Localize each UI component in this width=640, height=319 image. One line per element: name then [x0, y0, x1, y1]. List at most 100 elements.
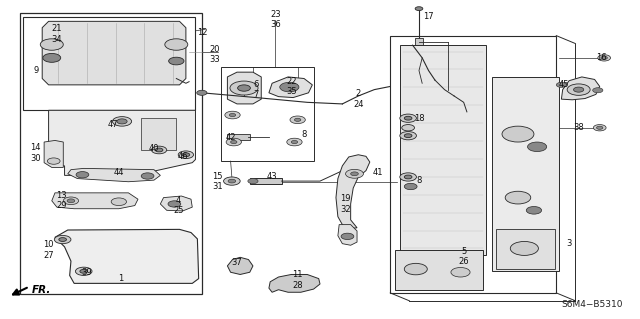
Polygon shape [42, 21, 186, 85]
Circle shape [225, 111, 240, 119]
Circle shape [400, 114, 417, 122]
Circle shape [402, 124, 415, 131]
Circle shape [237, 85, 250, 91]
Polygon shape [492, 77, 559, 271]
Text: 41: 41 [372, 168, 383, 177]
Circle shape [596, 126, 603, 129]
Text: 46: 46 [177, 152, 188, 161]
Circle shape [593, 124, 606, 131]
Circle shape [229, 114, 236, 117]
Circle shape [223, 177, 240, 185]
Circle shape [152, 146, 167, 154]
Text: 9: 9 [33, 66, 38, 75]
Circle shape [40, 39, 63, 50]
Ellipse shape [130, 254, 165, 278]
Polygon shape [161, 196, 192, 211]
Circle shape [169, 57, 184, 65]
Circle shape [280, 82, 299, 92]
Circle shape [404, 183, 417, 190]
Circle shape [351, 172, 358, 176]
Text: 38: 38 [573, 123, 584, 132]
Text: 19
32: 19 32 [340, 194, 351, 214]
Text: 16: 16 [596, 53, 606, 62]
Circle shape [43, 53, 61, 62]
Text: 39: 39 [81, 268, 92, 277]
Text: FR.: FR. [31, 286, 51, 295]
Circle shape [510, 241, 538, 256]
Polygon shape [400, 45, 486, 255]
Text: 14
30: 14 30 [31, 144, 41, 163]
Circle shape [404, 134, 412, 137]
Circle shape [593, 88, 603, 93]
Circle shape [573, 87, 584, 92]
Circle shape [567, 84, 590, 95]
Text: 13
29: 13 29 [56, 191, 67, 211]
Circle shape [47, 158, 60, 164]
Circle shape [400, 131, 417, 140]
Polygon shape [396, 250, 483, 290]
Circle shape [294, 118, 301, 122]
Circle shape [113, 117, 132, 126]
Circle shape [451, 268, 470, 277]
Text: 43: 43 [267, 173, 277, 182]
Circle shape [76, 172, 89, 178]
Text: 23
36: 23 36 [270, 10, 281, 29]
Circle shape [168, 201, 180, 207]
Text: 5
26: 5 26 [458, 247, 469, 266]
Polygon shape [68, 168, 161, 182]
Circle shape [67, 199, 75, 203]
Circle shape [178, 151, 193, 159]
Polygon shape [227, 134, 250, 140]
Circle shape [404, 116, 412, 120]
Polygon shape [336, 155, 370, 229]
Text: 44: 44 [113, 168, 124, 177]
Polygon shape [227, 72, 261, 104]
Circle shape [527, 142, 547, 152]
Circle shape [80, 269, 88, 273]
Text: 42: 42 [225, 133, 236, 142]
Circle shape [165, 39, 188, 50]
Circle shape [156, 148, 163, 152]
Polygon shape [269, 274, 320, 292]
Circle shape [400, 173, 417, 181]
Text: 22
35: 22 35 [286, 77, 296, 96]
Circle shape [230, 81, 258, 95]
Text: 4
25: 4 25 [173, 196, 184, 215]
Circle shape [526, 206, 541, 214]
Circle shape [346, 169, 364, 178]
Text: 10
27: 10 27 [44, 240, 54, 260]
Text: 40: 40 [148, 144, 159, 153]
Text: 8: 8 [301, 130, 307, 138]
Text: 47: 47 [107, 120, 118, 129]
Circle shape [196, 90, 207, 95]
Polygon shape [141, 118, 176, 150]
Circle shape [341, 233, 354, 240]
Text: 17: 17 [423, 12, 434, 21]
Polygon shape [338, 225, 357, 245]
Polygon shape [269, 77, 312, 98]
Text: 12: 12 [196, 28, 207, 37]
Polygon shape [415, 38, 423, 45]
Text: 1: 1 [118, 274, 124, 283]
Circle shape [415, 7, 423, 11]
Text: S6M4−B5310: S6M4−B5310 [562, 300, 623, 309]
Circle shape [63, 197, 79, 204]
Text: 45: 45 [559, 80, 569, 89]
Polygon shape [55, 229, 198, 283]
Circle shape [556, 82, 566, 87]
Polygon shape [44, 140, 63, 167]
Text: 37: 37 [232, 258, 243, 267]
Text: 18: 18 [413, 114, 424, 123]
Polygon shape [495, 229, 555, 269]
Circle shape [76, 267, 92, 275]
Text: 15
31: 15 31 [212, 172, 223, 191]
Text: 6
7: 6 7 [253, 80, 259, 99]
Text: 3: 3 [566, 239, 572, 248]
Circle shape [291, 140, 298, 144]
Circle shape [111, 198, 127, 205]
Circle shape [141, 173, 154, 179]
Text: 8: 8 [416, 176, 422, 185]
Text: 20
33: 20 33 [209, 45, 220, 64]
Text: 2
24: 2 24 [353, 89, 364, 109]
Text: 21
34: 21 34 [52, 24, 62, 44]
